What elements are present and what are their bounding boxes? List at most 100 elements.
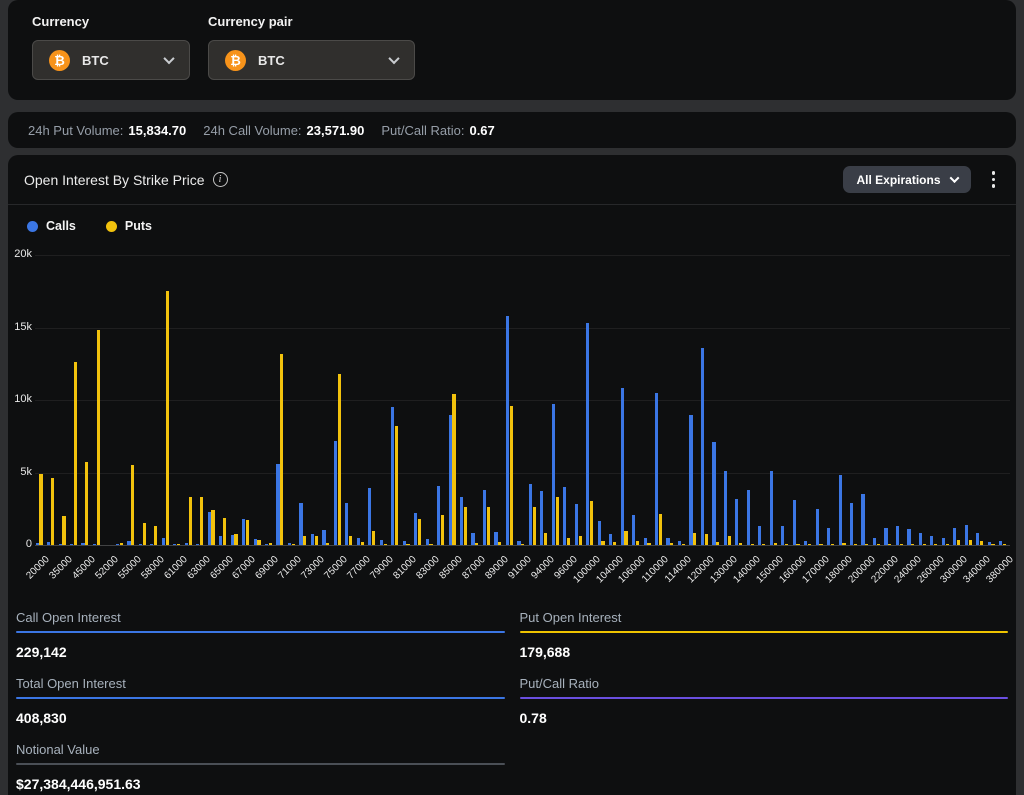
put-bar[interactable] <box>119 542 123 545</box>
call-bar[interactable] <box>999 541 1003 545</box>
put-bar[interactable] <box>555 497 559 545</box>
put-bar[interactable] <box>670 542 674 545</box>
put-bar[interactable] <box>624 531 628 545</box>
put-bar[interactable] <box>704 534 708 545</box>
call-bar[interactable] <box>322 529 326 545</box>
call-bar[interactable] <box>81 542 85 545</box>
put-bar[interactable] <box>383 543 387 545</box>
call-bar[interactable] <box>815 509 819 545</box>
put-bar[interactable] <box>658 513 662 545</box>
call-bar[interactable] <box>632 515 636 545</box>
put-bar[interactable] <box>50 477 55 545</box>
call-bar[interactable] <box>368 487 372 545</box>
put-bar[interactable] <box>589 500 594 545</box>
call-bar[interactable] <box>505 315 510 545</box>
call-bar[interactable] <box>70 543 74 545</box>
put-bar[interactable] <box>199 497 204 545</box>
call-bar[interactable] <box>265 543 269 545</box>
currency-pair-dropdown[interactable]: ₿ BTC <box>208 40 415 80</box>
call-bar[interactable] <box>769 471 773 545</box>
put-bar[interactable] <box>991 544 995 545</box>
put-bar[interactable] <box>360 542 364 545</box>
call-bar[interactable] <box>528 484 533 545</box>
call-bar[interactable] <box>689 414 693 545</box>
put-bar[interactable] <box>911 544 915 545</box>
call-bar[interactable] <box>666 537 670 545</box>
call-bar[interactable] <box>379 539 383 545</box>
call-bar[interactable] <box>586 323 590 545</box>
put-bar[interactable] <box>440 514 445 545</box>
put-bar[interactable] <box>372 531 376 545</box>
expirations-dropdown[interactable]: All Expirations <box>843 166 971 193</box>
call-bar[interactable] <box>127 540 131 545</box>
call-bar[interactable] <box>758 526 762 545</box>
put-bar[interactable] <box>567 538 571 545</box>
call-bar[interactable] <box>425 539 429 545</box>
put-bar[interactable] <box>888 544 892 545</box>
call-bar[interactable] <box>196 543 200 545</box>
put-bar[interactable] <box>830 544 835 545</box>
put-bar[interactable] <box>635 540 640 545</box>
call-bar[interactable] <box>207 511 211 545</box>
put-bar[interactable] <box>544 533 548 545</box>
call-bar[interactable] <box>437 485 441 545</box>
call-bar[interactable] <box>173 543 177 545</box>
call-bar[interactable] <box>242 518 246 545</box>
call-bar[interactable] <box>804 541 808 545</box>
put-bar[interactable] <box>452 394 456 545</box>
put-bar[interactable] <box>807 544 812 545</box>
put-bar[interactable] <box>681 543 685 545</box>
call-bar[interactable] <box>884 527 888 545</box>
put-bar[interactable] <box>394 426 399 545</box>
put-bar[interactable] <box>762 543 766 545</box>
put-bar[interactable] <box>842 542 846 545</box>
put-bar[interactable] <box>601 540 605 545</box>
call-bar[interactable] <box>161 537 165 545</box>
put-bar[interactable] <box>429 543 433 545</box>
put-bar[interactable] <box>486 507 490 545</box>
put-bar[interactable] <box>853 543 857 545</box>
call-bar[interactable] <box>47 542 51 545</box>
put-bar[interactable] <box>62 516 66 545</box>
call-bar[interactable] <box>115 544 120 545</box>
call-bar[interactable] <box>310 534 315 545</box>
put-bar[interactable] <box>773 542 777 545</box>
call-bar[interactable] <box>700 348 705 545</box>
put-bar[interactable] <box>188 497 192 545</box>
call-bar[interactable] <box>723 470 728 545</box>
put-bar[interactable] <box>165 291 169 545</box>
call-bar[interactable] <box>838 475 842 545</box>
put-bar[interactable] <box>245 519 250 545</box>
call-bar[interactable] <box>402 540 406 545</box>
legend-item-calls[interactable]: Calls <box>27 219 76 233</box>
call-bar[interactable] <box>287 542 292 545</box>
call-bar[interactable] <box>448 415 452 545</box>
call-bar[interactable] <box>333 440 338 545</box>
call-bar[interactable] <box>517 540 521 545</box>
put-bar[interactable] <box>73 362 77 545</box>
put-bar[interactable] <box>750 543 754 545</box>
put-bar[interactable] <box>268 542 272 545</box>
put-bar[interactable] <box>934 544 938 545</box>
put-bar[interactable] <box>417 518 422 545</box>
call-bar[interactable] <box>540 491 544 545</box>
put-bar[interactable] <box>509 405 513 545</box>
call-bar[interactable] <box>792 500 796 545</box>
put-bar[interactable] <box>532 506 536 545</box>
call-bar[interactable] <box>987 542 991 545</box>
kebab-menu-icon[interactable] <box>989 168 999 191</box>
put-bar[interactable] <box>612 542 617 545</box>
put-bar[interactable] <box>819 543 823 545</box>
put-bar[interactable] <box>337 373 341 545</box>
call-bar[interactable] <box>712 442 716 545</box>
call-bar[interactable] <box>597 521 601 545</box>
put-bar[interactable] <box>876 544 880 545</box>
call-bar[interactable] <box>219 535 223 545</box>
put-bar[interactable] <box>945 544 949 545</box>
call-bar[interactable] <box>276 463 280 545</box>
call-bar[interactable] <box>471 533 475 545</box>
call-bar[interactable] <box>746 490 750 545</box>
call-bar[interactable] <box>895 526 900 545</box>
put-bar[interactable] <box>280 353 284 545</box>
call-bar[interactable] <box>609 534 613 545</box>
